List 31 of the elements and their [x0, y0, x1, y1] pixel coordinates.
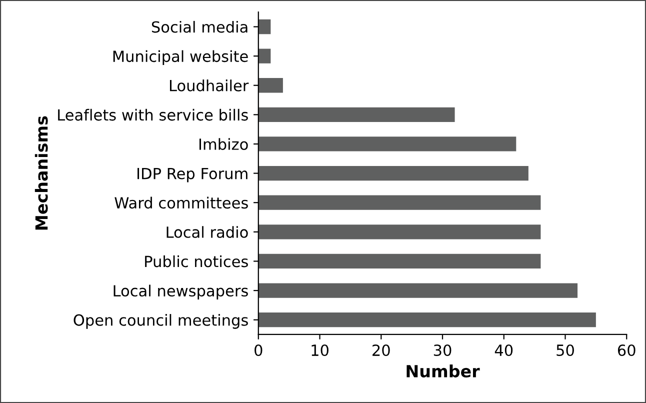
- bar: [258, 107, 455, 122]
- y-tick-label: IDP Rep Forum: [138, 168, 248, 182]
- y-tick-label: Municipal website: [113, 50, 248, 66]
- x-tick-label: 0: [254, 344, 262, 356]
- y-tick-label: Leaflets with service bills: [58, 108, 248, 121]
- x-tick-label: 50: [556, 344, 574, 356]
- y-axis-title: Mechanisms: [34, 116, 48, 230]
- y-tick-label: Loudhailer: [170, 80, 249, 92]
- bar: [258, 48, 271, 64]
- y-tick-label: Imbizo: [199, 138, 248, 150]
- y-tick-label: Public notices: [145, 255, 248, 268]
- y-tick-label: Local newspapers: [114, 284, 248, 300]
- y-tick-label: Social media: [152, 20, 248, 33]
- bar: [258, 136, 516, 152]
- x-tick-label: 10: [312, 344, 328, 356]
- y-tick-label: Ward committees: [114, 196, 248, 209]
- x-tick-label: 30: [434, 344, 452, 356]
- bar: [258, 195, 541, 210]
- bar: [258, 312, 596, 328]
- x-axis-title: Number: [406, 364, 480, 378]
- y-tick-label: Local radio: [166, 226, 248, 238]
- bar: [258, 254, 541, 269]
- x-tick-label: 20: [372, 344, 390, 356]
- x-tick-label: 60: [618, 344, 636, 356]
- bar: [258, 166, 528, 181]
- bar: [258, 78, 283, 93]
- bar: [258, 224, 541, 240]
- x-tick-label: 40: [494, 344, 513, 356]
- y-tick-label: Open council meetings: [74, 314, 248, 329]
- bar: [258, 19, 271, 34]
- bar: [258, 283, 578, 298]
